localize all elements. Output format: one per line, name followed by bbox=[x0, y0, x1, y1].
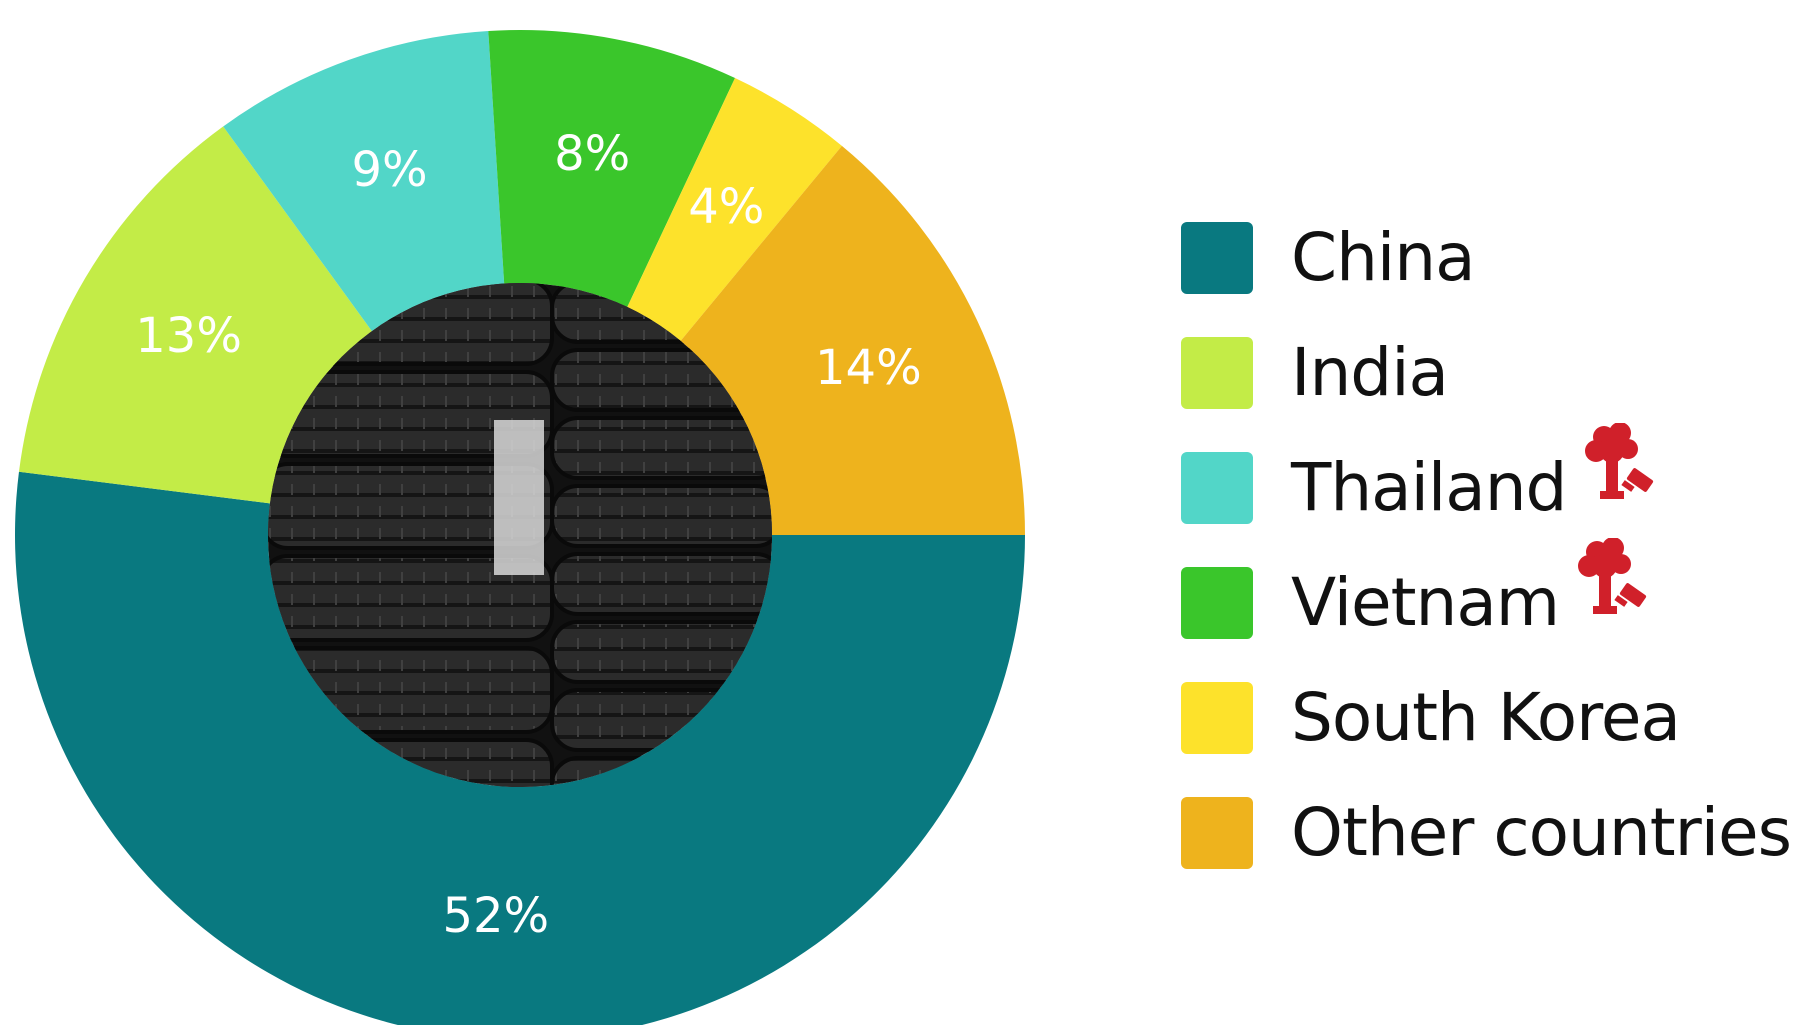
slice-label-china: 52% bbox=[442, 888, 549, 944]
legend-item-vietnam: Vietnam bbox=[1181, 536, 1791, 660]
slice-label-thailand: 9% bbox=[352, 142, 428, 198]
slice-label-vietnam: 8% bbox=[554, 126, 630, 182]
legend-label: China bbox=[1291, 219, 1476, 296]
legend-label: Thailand bbox=[1291, 449, 1567, 526]
legend: China India Thailand Vietnam South Korea Othe… bbox=[1181, 200, 1792, 890]
legend-label: Vietnam bbox=[1291, 564, 1560, 641]
slice-vietnam bbox=[488, 29, 736, 307]
slice-group bbox=[15, 29, 1025, 1025]
slice-south-korea bbox=[627, 78, 842, 341]
slice-china bbox=[15, 471, 1025, 1025]
tire bbox=[550, 416, 772, 480]
legend-item-other-countries: Other countries bbox=[1181, 775, 1792, 890]
legend-label: South Korea bbox=[1291, 679, 1681, 756]
tire bbox=[550, 484, 772, 548]
tire bbox=[268, 370, 554, 458]
legend-swatch bbox=[1181, 796, 1253, 869]
slice-india bbox=[18, 126, 372, 504]
legend-swatch bbox=[1181, 221, 1253, 294]
slice-label-other-countries: 14% bbox=[815, 340, 922, 396]
legend-item-india: India bbox=[1181, 315, 1791, 430]
tire bbox=[550, 552, 772, 616]
legend-swatch bbox=[1181, 336, 1253, 409]
legend-label: Other countries bbox=[1291, 794, 1792, 871]
tree-stump-axe-icon bbox=[1582, 421, 1668, 513]
tree-stump-axe-icon bbox=[1575, 536, 1661, 628]
legend-swatch bbox=[1181, 566, 1253, 639]
legend-swatch bbox=[1181, 681, 1253, 754]
legend-swatch bbox=[1181, 451, 1253, 524]
legend-item-south-korea: South Korea bbox=[1181, 660, 1791, 775]
tire bbox=[550, 620, 772, 684]
legend-label: India bbox=[1291, 334, 1449, 411]
slice-label-india: 13% bbox=[135, 308, 242, 364]
legend-item-thailand: Thailand bbox=[1181, 421, 1791, 545]
slice-label-south-korea: 4% bbox=[688, 179, 764, 235]
slice-thailand bbox=[223, 30, 505, 332]
slice-label-group: 52% 13% 9% 8% 4% 14% bbox=[135, 126, 921, 944]
slice-other-countries bbox=[680, 145, 1025, 535]
legend-item-china: China bbox=[1181, 200, 1791, 315]
